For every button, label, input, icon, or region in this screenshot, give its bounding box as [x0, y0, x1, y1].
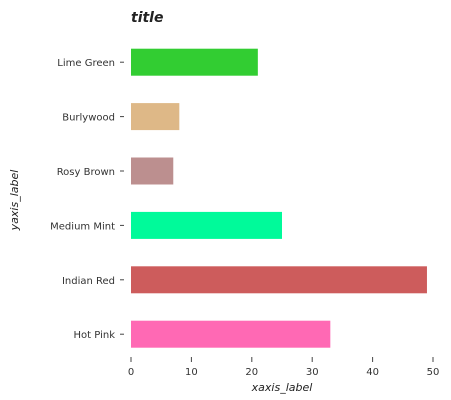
bar-hot-pink	[131, 320, 331, 348]
y-tick-label-lime-green: Lime Green	[57, 58, 115, 69]
chart-title: title	[131, 10, 163, 26]
x-tick-label-10: 10	[185, 367, 198, 378]
y-tick-label-medium-mint: Medium Mint	[50, 221, 115, 232]
bar-lime-green	[131, 48, 258, 76]
y-axis: Hot Pink Indian Red Medium Mint Rosy Brown B…	[50, 58, 124, 341]
x-tick-label-0: 0	[128, 367, 134, 378]
bar-burlywood	[131, 103, 180, 131]
x-tick-label-50: 50	[427, 367, 440, 378]
y-axis-title: yaxis_label	[8, 170, 21, 232]
y-tick-label-rosy-brown: Rosy Brown	[57, 167, 115, 178]
x-tick-label-30: 30	[306, 367, 319, 378]
x-axis: 0 10 20 30 40 50	[128, 357, 440, 378]
bar-rosy-brown	[131, 157, 174, 185]
x-tick-label-20: 20	[245, 367, 258, 378]
x-tick-label-40: 40	[366, 367, 379, 378]
y-tick-label-burlywood: Burlywood	[62, 113, 115, 124]
y-tick-label-hot-pink: Hot Pink	[74, 330, 116, 341]
bars-group	[131, 48, 427, 348]
x-axis-title: xaxis_label	[251, 381, 313, 394]
y-tick-label-indian-red: Indian Red	[62, 276, 115, 287]
bar-medium-mint	[131, 211, 282, 239]
bar-indian-red	[131, 266, 427, 294]
